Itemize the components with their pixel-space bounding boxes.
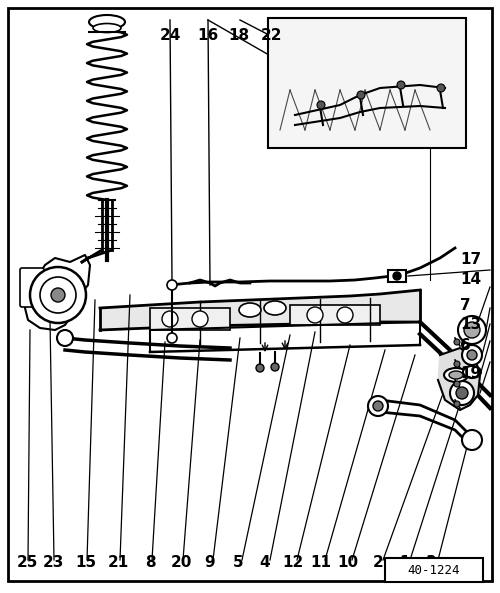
- Text: 16: 16: [197, 28, 218, 43]
- Text: 23: 23: [43, 554, 64, 570]
- Circle shape: [454, 401, 460, 407]
- Text: 13: 13: [460, 317, 481, 333]
- Circle shape: [57, 330, 73, 346]
- Circle shape: [458, 316, 486, 344]
- Circle shape: [467, 350, 477, 360]
- Text: 14: 14: [460, 272, 481, 288]
- Circle shape: [397, 81, 405, 89]
- Circle shape: [462, 345, 482, 365]
- Circle shape: [462, 430, 482, 450]
- FancyBboxPatch shape: [20, 268, 44, 307]
- Polygon shape: [25, 255, 90, 330]
- Bar: [388, 270, 406, 282]
- Text: 15: 15: [76, 554, 96, 570]
- Ellipse shape: [264, 301, 286, 315]
- Text: 9: 9: [204, 554, 216, 570]
- Circle shape: [393, 272, 401, 280]
- Circle shape: [167, 333, 177, 343]
- Text: 6: 6: [460, 337, 471, 353]
- Text: 40-1224: 40-1224: [408, 563, 460, 576]
- Bar: [385, 558, 483, 582]
- Circle shape: [307, 307, 323, 323]
- Circle shape: [368, 396, 388, 416]
- Text: 1: 1: [400, 554, 410, 570]
- Text: 20: 20: [170, 554, 192, 570]
- Ellipse shape: [89, 15, 125, 29]
- Text: 24: 24: [160, 28, 180, 43]
- Text: 3: 3: [426, 554, 437, 570]
- Text: 18: 18: [228, 28, 250, 43]
- Text: 17: 17: [460, 252, 481, 267]
- Circle shape: [337, 307, 353, 323]
- Circle shape: [454, 339, 460, 345]
- Text: 11: 11: [310, 554, 331, 570]
- Circle shape: [317, 101, 325, 109]
- Bar: [150, 308, 230, 330]
- Text: 21: 21: [108, 554, 129, 570]
- Text: 7: 7: [460, 298, 470, 314]
- Circle shape: [162, 311, 178, 327]
- Circle shape: [373, 401, 383, 411]
- Circle shape: [167, 280, 177, 290]
- Circle shape: [30, 267, 86, 323]
- Ellipse shape: [93, 24, 121, 33]
- Text: 25: 25: [17, 554, 38, 570]
- Circle shape: [454, 381, 460, 387]
- Circle shape: [271, 363, 279, 371]
- Polygon shape: [100, 290, 420, 330]
- Ellipse shape: [444, 368, 468, 382]
- Ellipse shape: [463, 366, 481, 378]
- Text: 10: 10: [338, 554, 358, 570]
- Circle shape: [456, 387, 468, 399]
- Circle shape: [437, 84, 445, 92]
- Circle shape: [454, 361, 460, 367]
- Circle shape: [256, 364, 264, 372]
- Text: 4: 4: [260, 554, 270, 570]
- Circle shape: [192, 311, 208, 327]
- Text: 12: 12: [282, 554, 304, 570]
- Text: 2: 2: [372, 554, 384, 570]
- Text: 8: 8: [144, 554, 156, 570]
- Circle shape: [40, 277, 76, 313]
- Circle shape: [357, 91, 365, 99]
- Circle shape: [464, 322, 480, 338]
- Ellipse shape: [239, 303, 261, 317]
- Bar: [268, 18, 466, 148]
- Polygon shape: [438, 348, 480, 410]
- Text: 5: 5: [233, 554, 244, 570]
- Circle shape: [51, 288, 65, 302]
- Ellipse shape: [449, 371, 463, 379]
- Text: 19: 19: [460, 366, 481, 381]
- Circle shape: [450, 381, 474, 405]
- Text: 22: 22: [261, 28, 282, 43]
- Bar: [290, 305, 380, 325]
